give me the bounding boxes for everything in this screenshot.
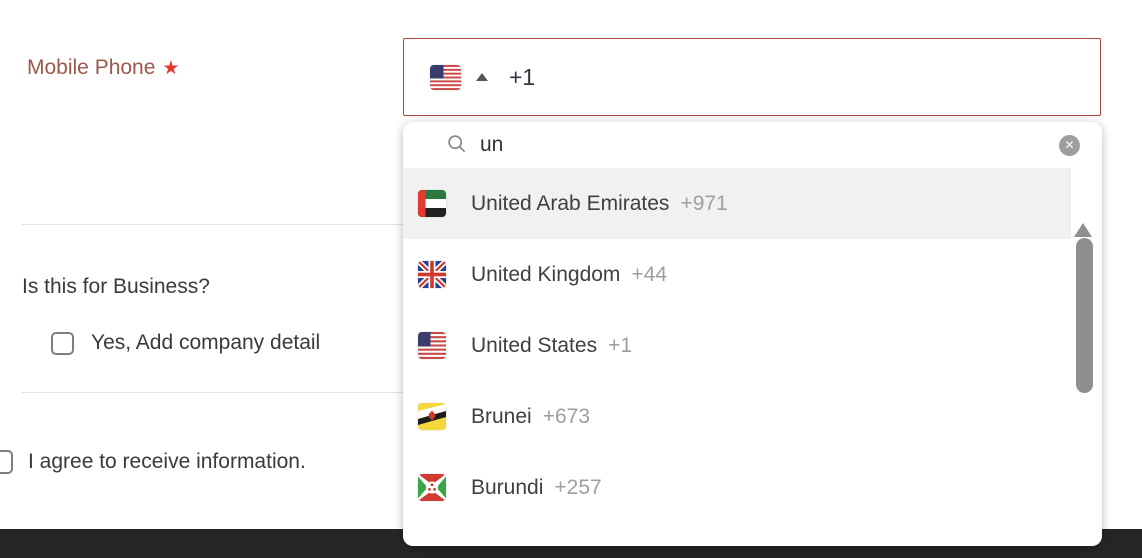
phone-number-field[interactable] — [507, 62, 911, 92]
country-dropdown-panel: ✕ United Arab Emirates +971 — [403, 122, 1102, 546]
united-kingdom-flag-icon — [418, 261, 446, 288]
scrollbar-thumb[interactable] — [1076, 238, 1093, 393]
clear-search-icon[interactable]: ✕ — [1059, 134, 1080, 156]
country-dial-code: +257 — [554, 475, 602, 499]
country-option-brunei[interactable]: Brunei +673 — [403, 381, 1071, 452]
search-icon — [447, 134, 466, 158]
scroll-up-icon[interactable] — [1074, 223, 1092, 237]
country-name: United Arab Emirates — [471, 191, 670, 215]
country-list: United Arab Emirates +971 Unite — [403, 168, 1102, 546]
business-question-label: Is this for Business? — [22, 275, 210, 298]
brunei-flag-icon — [418, 403, 446, 430]
business-checkbox-row: Yes, Add company detail — [51, 331, 320, 355]
agree-checkbox-label: I agree to receive information. — [28, 450, 306, 473]
country-option-united-states[interactable]: United States +1 — [403, 310, 1071, 381]
country-search-input[interactable] — [478, 132, 1059, 158]
chevron-up-icon[interactable] — [476, 73, 488, 81]
country-name: United Kingdom — [471, 262, 621, 286]
agree-checkbox-row: I agree to receive information. — [0, 450, 306, 474]
country-option-united-arab-emirates[interactable]: United Arab Emirates +971 — [403, 168, 1071, 239]
country-option-united-kingdom[interactable]: United Kingdom +44 — [403, 239, 1071, 310]
country-search-row: ✕ — [403, 122, 1102, 168]
mobile-phone-label: Mobile Phone ★ — [27, 56, 179, 80]
country-dial-code: +673 — [542, 404, 591, 428]
mobile-phone-label-text: Mobile Phone — [27, 56, 156, 79]
business-checkbox[interactable] — [51, 331, 74, 355]
burundi-flag-icon — [418, 474, 446, 501]
united-arab-emirates-flag-icon — [418, 190, 446, 217]
country-name: Burundi — [471, 475, 544, 499]
country-option-burundi[interactable]: Burundi +257 — [403, 452, 1071, 523]
country-dial-code: +44 — [631, 262, 668, 286]
country-name: Brunei — [471, 404, 532, 428]
united-states-flag-icon — [418, 332, 446, 359]
required-star-icon: ★ — [162, 58, 180, 79]
country-dial-code: +1 — [608, 333, 633, 357]
country-name: United States — [471, 333, 598, 357]
agree-checkbox[interactable] — [0, 450, 13, 474]
united-states-flag-icon[interactable] — [430, 64, 461, 90]
country-dial-code: +971 — [680, 191, 728, 215]
mobile-phone-input[interactable] — [403, 38, 1101, 116]
business-checkbox-label: Yes, Add company detail — [91, 331, 321, 354]
